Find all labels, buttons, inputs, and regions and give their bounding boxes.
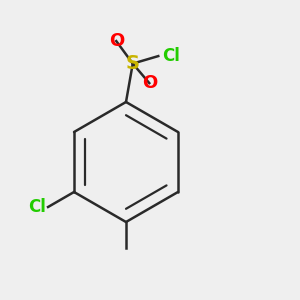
Text: Cl: Cl	[28, 198, 46, 216]
Text: Cl: Cl	[162, 47, 180, 65]
Text: S: S	[126, 54, 140, 73]
Text: O: O	[142, 74, 157, 92]
Text: O: O	[109, 32, 124, 50]
